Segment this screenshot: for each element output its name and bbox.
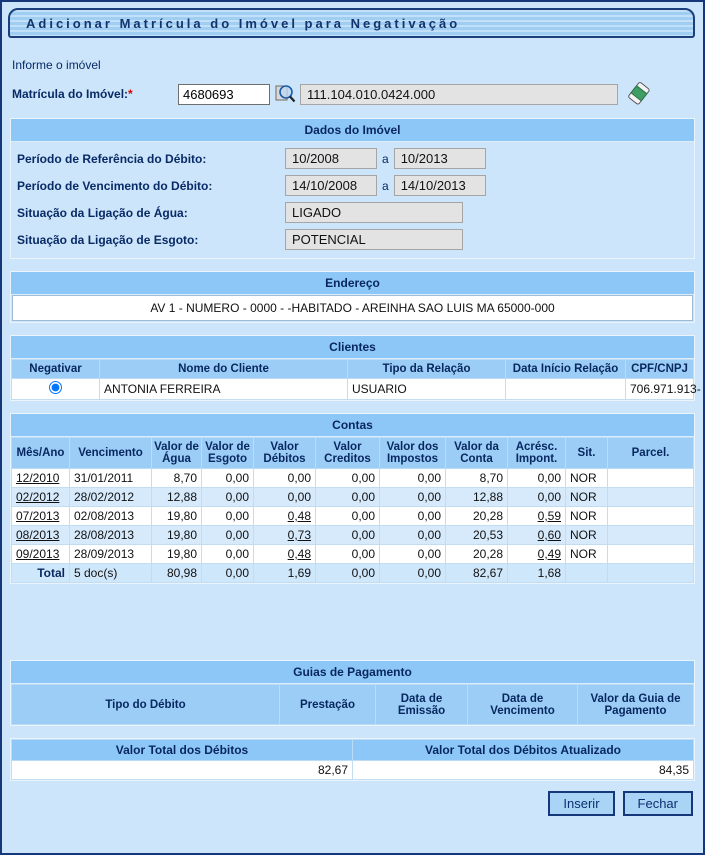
valor-debitos-link[interactable]: 0,48 bbox=[287, 509, 311, 523]
matricula-label: Matrícula do Imóvel:* bbox=[12, 87, 133, 101]
required-marker: * bbox=[128, 87, 133, 101]
clientes-header-negativar: Negativar bbox=[11, 359, 100, 379]
negativar-radio[interactable] bbox=[49, 381, 62, 394]
eraser-icon bbox=[628, 82, 650, 109]
contas-header-parcel: Parcel. bbox=[607, 437, 694, 469]
contas-header-acresc: Acrésc. Impont. bbox=[507, 437, 566, 469]
total-debitos-value: 82,67 bbox=[11, 760, 353, 780]
section-clientes: Clientes Negativar Nome do Cliente Tipo … bbox=[10, 335, 701, 401]
row-periodo-referencia: Período de Referência do Débito: 10/2008… bbox=[11, 145, 694, 172]
contas-row: 09/2013 28/09/2013 19,80 0,00 0,48 0,00 … bbox=[11, 544, 694, 564]
clientes-header-tipo: Tipo da Relação bbox=[347, 359, 506, 379]
valor-debitos-link[interactable]: 0,48 bbox=[287, 547, 311, 561]
contas-table: Mês/Ano Vencimento Valor de Água Valor d… bbox=[11, 437, 694, 583]
vencimento-to-field: 14/10/2013 bbox=[393, 175, 486, 196]
contas-header-valor-creditos: Valor Creditos bbox=[315, 437, 380, 469]
magnifier-icon bbox=[274, 85, 296, 108]
acresc-link[interactable]: 0,59 bbox=[537, 509, 561, 523]
mes-ano-link[interactable]: 08/2013 bbox=[16, 528, 60, 542]
matricula-row: Matrícula do Imóvel:* 111.104.010.0424.0… bbox=[12, 82, 693, 106]
cliente-nome: ANTONIA FERREIRA bbox=[99, 378, 348, 400]
contas-header-valor-impostos: Valor dos Impostos bbox=[379, 437, 446, 469]
referencia-from-field: 10/2008 bbox=[285, 148, 377, 169]
contas-header-mes: Mês/Ano bbox=[11, 437, 70, 469]
search-button[interactable] bbox=[274, 83, 296, 105]
matricula-input[interactable] bbox=[178, 83, 270, 105]
contas-header-valor-esgoto: Valor de Esgoto bbox=[201, 437, 254, 469]
inserir-button[interactable]: Inserir bbox=[548, 791, 615, 816]
contas-row: 08/2013 28/08/2013 19,80 0,00 0,73 0,00 … bbox=[11, 525, 694, 545]
clientes-header-nome: Nome do Cliente bbox=[99, 359, 348, 379]
acresc-link[interactable]: 0,49 bbox=[537, 547, 561, 561]
row-situacao-esgoto: Situação da Ligação de Esgoto: POTENCIAL bbox=[11, 226, 694, 253]
contas-row: 07/2013 02/08/2013 19,80 0,00 0,48 0,00 … bbox=[11, 506, 694, 526]
section-dados-imovel: Dados do Imóvel Período de Referência do… bbox=[10, 118, 695, 259]
dados-imovel-title: Dados do Imóvel bbox=[11, 119, 694, 142]
cliente-row: ANTONIA FERREIRA USUARIO 706.971.913- bbox=[11, 378, 701, 400]
cliente-cpf: 706.971.913- bbox=[625, 378, 701, 400]
guias-title: Guias de Pagamento bbox=[11, 661, 694, 684]
contas-header-valor-debitos: Valor Débitos bbox=[253, 437, 316, 469]
totais-table: Valor Total dos Débitos Valor Total dos … bbox=[11, 739, 694, 780]
vencimento-from-field: 14/10/2008 bbox=[285, 175, 377, 196]
situacao-agua-field: LIGADO bbox=[285, 202, 463, 223]
mes-ano-link[interactable]: 02/2012 bbox=[16, 490, 60, 504]
clientes-table: Negativar Nome do Cliente Tipo da Relaçã… bbox=[11, 359, 701, 400]
total-atualizado-label: Valor Total dos Débitos Atualizado bbox=[352, 739, 694, 761]
mes-ano-link[interactable]: 07/2013 bbox=[16, 509, 60, 523]
contas-header-vencimento: Vencimento bbox=[69, 437, 152, 469]
guias-header-emissao: Data de Emissão bbox=[375, 684, 468, 725]
section-guias: Guias de Pagamento Tipo do Débito Presta… bbox=[10, 660, 695, 726]
contas-header-valor-conta: Valor da Conta bbox=[445, 437, 508, 469]
mes-ano-link[interactable]: 09/2013 bbox=[16, 547, 60, 561]
page-title: Adicionar Matrícula do Imóvel para Negat… bbox=[8, 8, 695, 38]
guias-table: Tipo do Débito Prestação Data de Emissão… bbox=[11, 684, 694, 725]
inscricao-field: 111.104.010.0424.000 bbox=[300, 83, 618, 105]
clientes-header-cpf: CPF/CNPJ bbox=[625, 359, 694, 379]
guias-header-tipo: Tipo do Débito bbox=[11, 684, 280, 725]
situacao-esgoto-field: POTENCIAL bbox=[285, 229, 463, 250]
contas-row: 02/2012 28/02/2012 12,88 0,00 0,00 0,00 … bbox=[11, 487, 694, 507]
section-endereco: Endereço AV 1 - NUMERO - 0000 - -HABITAD… bbox=[10, 271, 695, 323]
row-situacao-agua: Situação da Ligação de Água: LIGADO bbox=[11, 199, 694, 226]
contas-title: Contas bbox=[11, 414, 694, 437]
row-periodo-vencimento: Período de Vencimento do Débito: 14/10/2… bbox=[11, 172, 694, 199]
clientes-header-data-inicio: Data Início Relação bbox=[505, 359, 626, 379]
guias-header-vencimento: Data de Vencimento bbox=[467, 684, 578, 725]
fechar-button[interactable]: Fechar bbox=[622, 791, 693, 816]
contas-header-valor-agua: Valor de Água bbox=[151, 437, 202, 469]
endereco-value: AV 1 - NUMERO - 0000 - -HABITADO - AREIN… bbox=[12, 295, 693, 321]
mes-ano-link[interactable]: 12/2010 bbox=[16, 471, 60, 485]
endereco-title: Endereço bbox=[11, 272, 694, 295]
contas-total-row: Total 5 doc(s) 80,98 0,00 1,69 0,00 0,00… bbox=[11, 563, 694, 583]
cliente-tipo: USUARIO bbox=[347, 378, 506, 400]
action-buttons: Inserir Fechar bbox=[2, 791, 693, 816]
total-atualizado-value: 84,35 bbox=[352, 760, 694, 780]
guias-header-prestacao: Prestação bbox=[279, 684, 376, 725]
guias-header-valor: Valor da Guia de Pagamento bbox=[577, 684, 694, 725]
contas-row: 12/2010 31/01/2011 8,70 0,00 0,00 0,00 0… bbox=[11, 468, 694, 488]
form-hint: Informe o imóvel bbox=[12, 58, 101, 72]
valor-debitos-link[interactable]: 0,73 bbox=[287, 528, 311, 542]
acresc-link[interactable]: 0,60 bbox=[537, 528, 561, 542]
section-contas: Contas Mês/Ano Vencimento Valor de Água … bbox=[10, 413, 695, 584]
section-totais: Valor Total dos Débitos Valor Total dos … bbox=[10, 738, 695, 781]
total-debitos-label: Valor Total dos Débitos bbox=[11, 739, 353, 761]
cliente-data-inicio bbox=[505, 378, 626, 400]
clientes-title: Clientes bbox=[11, 336, 694, 359]
referencia-to-field: 10/2013 bbox=[393, 148, 486, 169]
clear-button[interactable] bbox=[628, 82, 650, 106]
contas-header-sit: Sit. bbox=[565, 437, 608, 469]
